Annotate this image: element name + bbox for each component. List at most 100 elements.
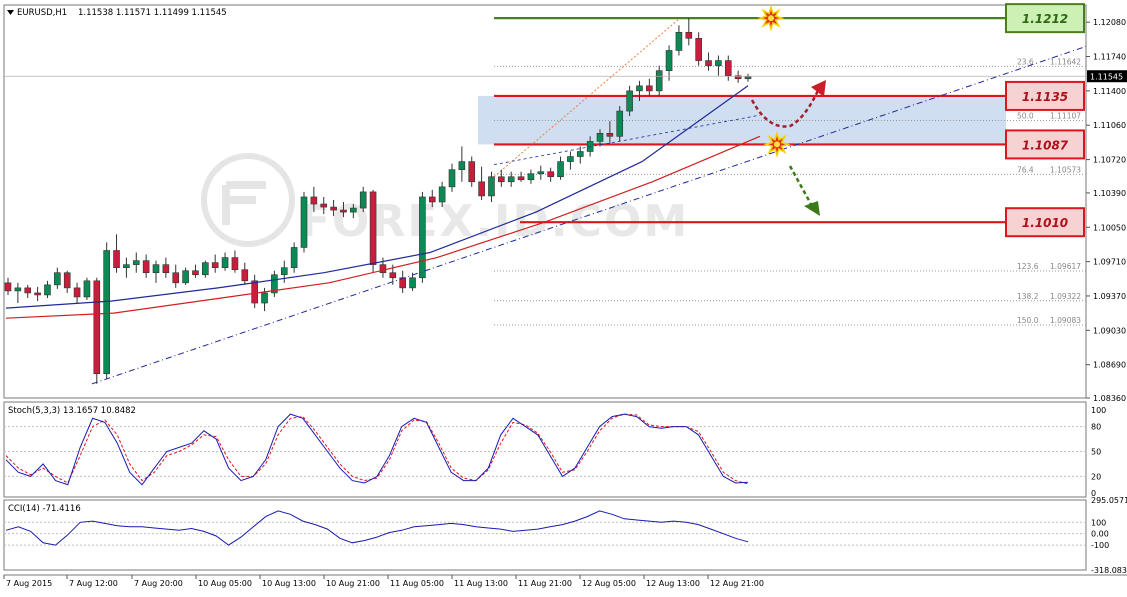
candle-body bbox=[468, 161, 476, 183]
candle-body bbox=[231, 257, 239, 270]
candle-body bbox=[695, 38, 702, 61]
time-axis-label: 7 Aug 20:00 bbox=[134, 579, 183, 588]
candle-body bbox=[93, 280, 101, 375]
candle-body bbox=[547, 171, 554, 178]
stoch-axis-label: 50 bbox=[1091, 448, 1101, 457]
price-axis-label: 1.11740 bbox=[1093, 53, 1126, 62]
candle-body bbox=[428, 196, 436, 203]
candle-body bbox=[665, 50, 673, 71]
candle-body bbox=[330, 206, 337, 211]
time-axis-label: 12 Aug 13:00 bbox=[646, 579, 700, 588]
candle-body bbox=[744, 76, 752, 80]
candle-body bbox=[409, 277, 416, 289]
candle-body bbox=[517, 176, 525, 181]
time-axis-label: 7 Aug 2015 bbox=[6, 579, 52, 588]
fib-price-label: 1.09083 bbox=[1050, 316, 1081, 325]
candle-body bbox=[389, 272, 397, 279]
breakout-marker-bottom-core bbox=[774, 141, 780, 148]
candle-body bbox=[675, 31, 683, 51]
cci-axis-label: -100 bbox=[1091, 541, 1109, 550]
fib-price-label: 1.10573 bbox=[1050, 165, 1081, 174]
price-axis-label: 1.09030 bbox=[1093, 326, 1126, 335]
cci-panel-frame bbox=[3, 499, 1087, 571]
stoch-signal-line bbox=[5, 413, 749, 485]
breakout-marker-top-core bbox=[768, 15, 774, 22]
candle-body bbox=[646, 85, 653, 92]
time-axis-label: 11 Aug 13:00 bbox=[454, 579, 508, 588]
level-label: 1.1135 bbox=[1022, 90, 1068, 104]
fib-level-label: 50.0 bbox=[1017, 111, 1034, 120]
candle-body bbox=[241, 269, 249, 282]
cci-axis-label: 0.00 bbox=[1091, 530, 1109, 539]
projection-up-arrow bbox=[750, 85, 822, 128]
candle-body bbox=[419, 196, 426, 279]
candle-body bbox=[113, 250, 120, 268]
time-axis-label: 10 Aug 05:00 bbox=[198, 579, 252, 588]
candle-body bbox=[54, 272, 61, 286]
candle-body bbox=[290, 247, 298, 268]
time-axis-label: 11 Aug 05:00 bbox=[390, 579, 444, 588]
candle-body bbox=[34, 292, 41, 296]
candle-body bbox=[458, 161, 466, 170]
stoch-main-line bbox=[5, 413, 749, 486]
candle-body bbox=[705, 60, 712, 66]
price-axis-label: 1.08690 bbox=[1093, 361, 1126, 370]
candle-body bbox=[734, 75, 742, 80]
candle-body bbox=[132, 260, 140, 265]
fib-price-label: 1.11642 bbox=[1050, 57, 1081, 66]
candle-body bbox=[103, 250, 110, 375]
candle-body bbox=[310, 196, 318, 205]
candle-body bbox=[350, 207, 357, 213]
candle-body bbox=[399, 277, 406, 289]
symbol-dropdown-icon bbox=[7, 10, 14, 15]
candle-body bbox=[142, 260, 150, 274]
candle-body bbox=[211, 262, 219, 268]
candle-body bbox=[271, 274, 278, 294]
candle-body bbox=[221, 257, 229, 268]
price-axis-label: 1.09710 bbox=[1093, 258, 1126, 267]
time-axis-label: 10 Aug 21:00 bbox=[326, 579, 380, 588]
trendline bbox=[91, 45, 1087, 385]
price-axis-label: 1.09370 bbox=[1093, 292, 1126, 301]
candle-body bbox=[655, 70, 663, 92]
candle-body bbox=[83, 280, 91, 298]
projection-down-arrowhead bbox=[804, 201, 820, 216]
fib-anchor-line bbox=[493, 17, 681, 178]
candle-body bbox=[340, 209, 347, 213]
level-box bbox=[1005, 207, 1085, 238]
candle-body bbox=[4, 282, 12, 292]
price-axis-label: 1.11060 bbox=[1093, 121, 1126, 130]
candle-body bbox=[724, 60, 732, 77]
stoch-panel-frame bbox=[3, 401, 1087, 498]
candle-body bbox=[488, 176, 495, 197]
symbol-label: EURUSD,H1 bbox=[17, 8, 67, 18]
ma-fast-line bbox=[5, 85, 749, 309]
level-box bbox=[1005, 80, 1085, 111]
candle-body bbox=[172, 272, 180, 284]
candle-body bbox=[202, 262, 209, 276]
candle-body bbox=[280, 267, 288, 276]
candle-body bbox=[359, 191, 367, 209]
candle-body bbox=[507, 176, 515, 183]
projection-down-arrow bbox=[788, 165, 814, 207]
candle-body bbox=[251, 280, 258, 304]
price-axis-label: 1.10050 bbox=[1093, 223, 1126, 232]
stoch-title: Stoch(5,3,3) 13.1657 10.8482 bbox=[8, 406, 136, 416]
fib-level-label: 150.0 bbox=[1017, 316, 1039, 325]
candle-body bbox=[576, 151, 584, 157]
time-axis-label: 12 Aug 05:00 bbox=[582, 579, 636, 588]
time-axis-label: 11 Aug 21:00 bbox=[518, 579, 572, 588]
candle-body bbox=[73, 287, 81, 298]
price-axis-label: 1.10720 bbox=[1093, 156, 1126, 165]
stoch-axis-label: 100 bbox=[1091, 406, 1106, 415]
level-box bbox=[1005, 3, 1085, 34]
candle-body bbox=[192, 270, 199, 276]
candle-body bbox=[152, 264, 160, 274]
cci-line bbox=[5, 510, 749, 546]
level-label: 1.1087 bbox=[1022, 138, 1069, 152]
level-label: 1.1212 bbox=[1022, 12, 1068, 26]
fib-level-label: 123.6 bbox=[1017, 262, 1039, 271]
candle-body bbox=[14, 287, 22, 292]
